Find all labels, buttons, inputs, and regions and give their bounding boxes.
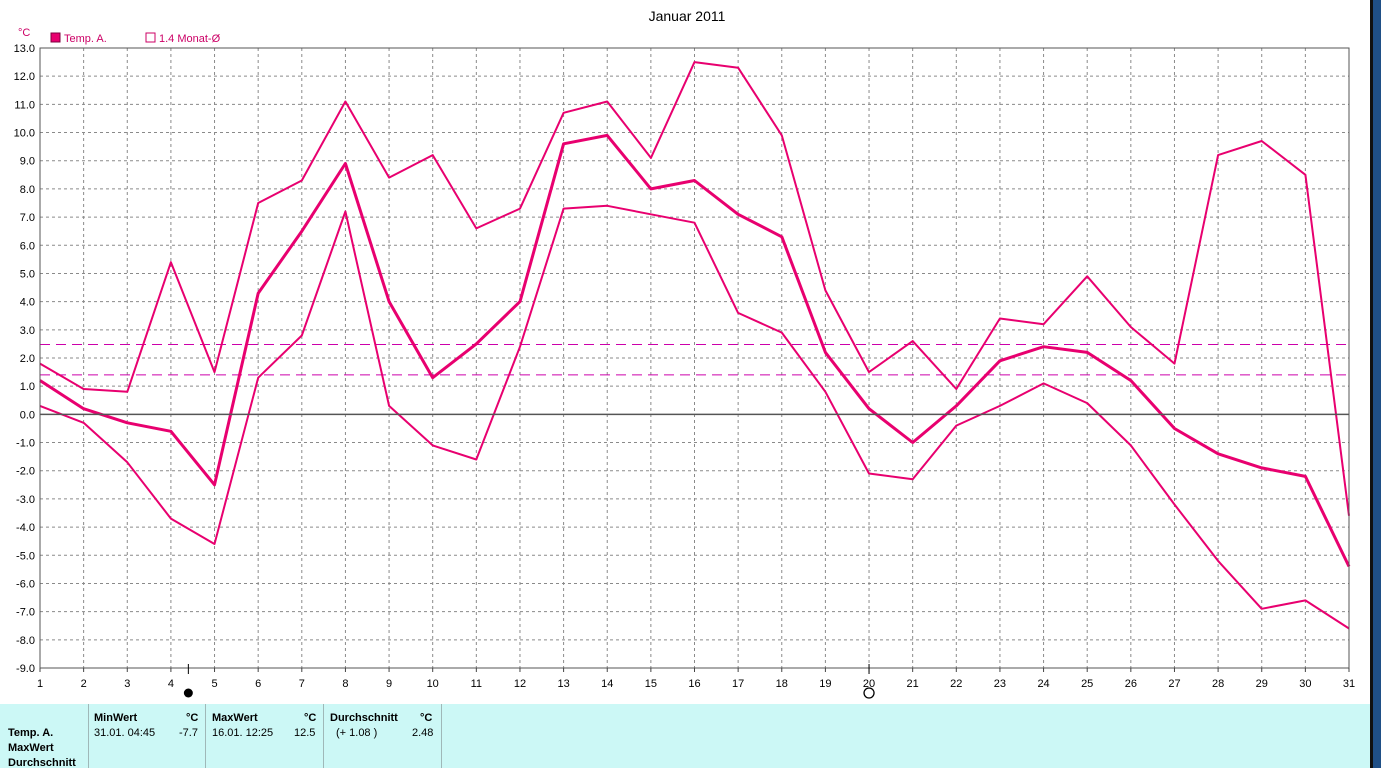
x-tick-label: 17 — [732, 678, 744, 690]
max-time: 16.01. 12:25 — [212, 727, 274, 739]
axes: 13.012.011.010.09.08.07.06.05.04.03.02.0… — [14, 43, 1356, 690]
series-line-min — [39, 204, 1350, 630]
y-tick-label: -7.0 — [16, 607, 35, 619]
x-tick-label: 4 — [168, 678, 174, 690]
y-tick-label: 5.0 — [20, 268, 35, 280]
y-tick-label: 12.0 — [14, 71, 35, 83]
row-label-temp: Temp. A. — [8, 727, 54, 739]
x-tick-label: 9 — [386, 678, 392, 690]
legend-label-monthly-avg: 1.4 Monat-Ø — [159, 33, 221, 45]
x-tick-label: 13 — [557, 678, 569, 690]
y-tick-label: -1.0 — [16, 438, 35, 450]
y-tick-label: 6.0 — [20, 240, 35, 252]
min-header: MinWert — [94, 712, 138, 724]
footer-max-column: MaxWert °C 16.01. 12:25 12.5 — [205, 704, 324, 768]
x-tick-label: 26 — [1125, 678, 1137, 690]
y-tick-label: 4.0 — [20, 297, 35, 309]
x-tick-label: 7 — [299, 678, 305, 690]
legend-swatch-hollow — [145, 32, 156, 43]
x-tick-label: 30 — [1299, 678, 1311, 690]
series-lines — [39, 61, 1351, 630]
y-tick-label: -8.0 — [16, 635, 35, 647]
x-tick-label: 27 — [1168, 678, 1180, 690]
legend-swatch-filled — [50, 32, 61, 43]
series-line-max — [39, 61, 1350, 516]
y-tick-label: 0.0 — [20, 409, 35, 421]
x-tick-label: 19 — [819, 678, 831, 690]
footer-min-column: MinWert °C 31.01. 04:45 -7.7 — [88, 704, 206, 768]
chart-title: Januar 2011 — [649, 8, 726, 24]
row-label-avg: Durchschnitt — [8, 757, 76, 769]
window-edge — [1370, 0, 1381, 768]
y-tick-label: 8.0 — [20, 184, 35, 196]
full-moon-icon — [863, 687, 875, 699]
y-tick-label: 10.0 — [14, 128, 35, 140]
x-tick-label: 2 — [81, 678, 87, 690]
y-tick-label: -9.0 — [16, 663, 35, 675]
y-tick-label: 3.0 — [20, 325, 35, 337]
y-tick-label: -3.0 — [16, 494, 35, 506]
y-tick-label: -4.0 — [16, 522, 35, 534]
max-header: MaxWert — [212, 712, 258, 724]
x-tick-label: 24 — [1037, 678, 1049, 690]
y-tick-label: 11.0 — [14, 99, 35, 111]
x-tick-label: 22 — [950, 678, 962, 690]
legend: Temp. A. 1.4 Monat-Ø — [50, 32, 221, 45]
avg-unit: °C — [420, 712, 433, 724]
x-tick-label: 1 — [37, 678, 43, 690]
x-tick-label: 23 — [994, 678, 1006, 690]
x-tick-label: 8 — [342, 678, 348, 690]
x-tick-label: 29 — [1256, 678, 1268, 690]
series-line-mean — [39, 133, 1351, 568]
y-tick-label: 9.0 — [20, 156, 35, 168]
x-tick-label: 12 — [514, 678, 526, 690]
window-edge-strip — [1370, 0, 1373, 768]
legend-label-temp: Temp. A. — [64, 33, 107, 45]
y-tick-label: -6.0 — [16, 578, 35, 590]
footer-row-labels: Temp. A. MaxWert Durchschnitt — [0, 704, 89, 769]
min-value: -7.7 — [179, 727, 198, 739]
min-time: 31.01. 04:45 — [94, 727, 156, 739]
max-value: 12.5 — [294, 727, 316, 739]
x-tick-label: 25 — [1081, 678, 1093, 690]
max-unit: °C — [304, 712, 317, 724]
temperature-chart: Januar 2011 °C Temp. A. 1.4 Monat-Ø 13.0… — [14, 8, 1356, 699]
x-tick-label: 20 — [863, 678, 875, 690]
x-tick-label: 28 — [1212, 678, 1224, 690]
row-label-max: MaxWert — [8, 742, 54, 754]
y-tick-label: 1.0 — [20, 381, 35, 393]
x-tick-label: 3 — [124, 678, 130, 690]
x-tick-label: 11 — [471, 678, 482, 690]
x-tick-label: 14 — [601, 678, 613, 690]
x-tick-label: 10 — [427, 678, 439, 690]
avg-header: Durchschnitt — [330, 712, 398, 724]
stats-footer: Temp. A. MaxWert Durchschnitt MinWert °C… — [0, 704, 1370, 769]
y-tick-label: 2.0 — [20, 353, 35, 365]
moon-phases — [183, 664, 875, 699]
avg-value: 2.48 — [412, 727, 434, 739]
min-unit: °C — [186, 712, 199, 724]
x-tick-label: 18 — [776, 678, 788, 690]
x-tick-label: 6 — [255, 678, 261, 690]
y-tick-label: -2.0 — [16, 466, 35, 478]
y-tick-label: 13.0 — [14, 43, 35, 55]
footer-avg-column: Durchschnitt °C (+ 1.08 ) 2.48 — [323, 704, 442, 768]
y-tick-label: -5.0 — [16, 550, 35, 562]
grid — [40, 47, 1349, 669]
x-tick-label: 15 — [645, 678, 657, 690]
x-tick-label: 21 — [907, 678, 919, 690]
new-moon-icon — [183, 688, 193, 698]
y-unit-label: °C — [18, 27, 30, 39]
y-tick-label: 7.0 — [20, 212, 35, 224]
x-tick-label: 31 — [1343, 678, 1355, 690]
avg-delta: (+ 1.08 ) — [336, 727, 378, 739]
reference-lines — [40, 343, 1349, 376]
x-tick-label: 16 — [688, 678, 700, 690]
x-tick-label: 5 — [211, 678, 217, 690]
